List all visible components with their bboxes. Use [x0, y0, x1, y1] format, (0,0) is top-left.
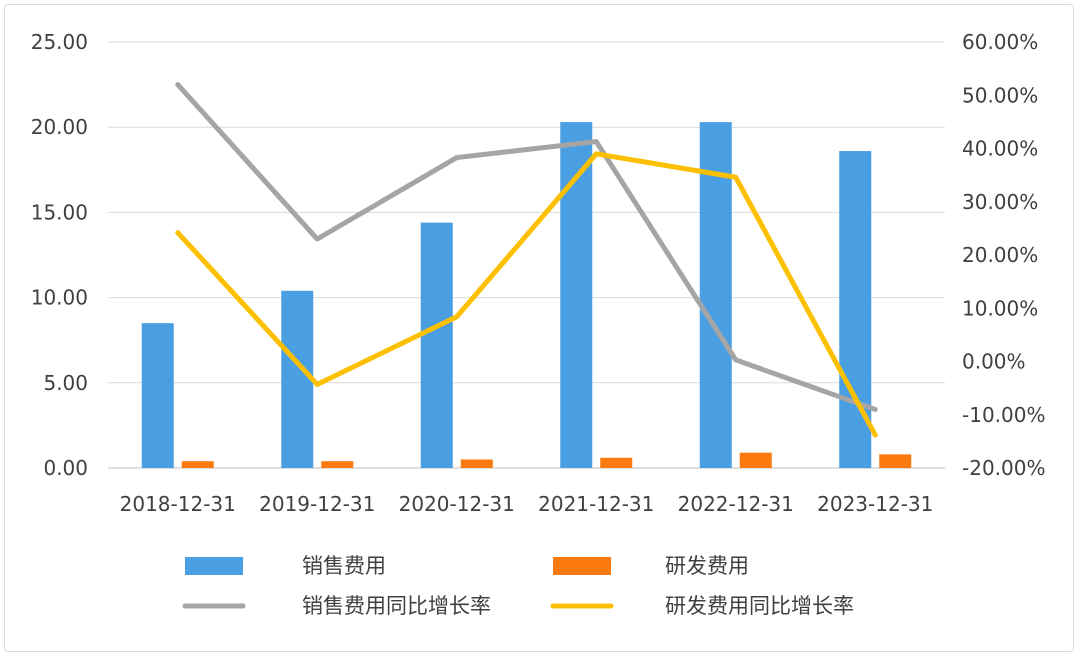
sales-expense-bar: [141, 323, 174, 468]
legend-sales-expense-label: 销售费用: [302, 554, 386, 578]
rd-expense-bar: [879, 454, 912, 468]
rd-growth-line: [175, 151, 878, 438]
x-axis-tick-label: 2021-12-31: [538, 492, 654, 516]
legend-rd-expense-label: 研发费用: [665, 554, 749, 578]
sales-expense-bar: [420, 222, 453, 468]
right-axis-tick-label: 0.00%: [962, 350, 1026, 374]
x-axis-tick-label: 2018-12-31: [120, 492, 236, 516]
legend-sales-growth-label: 销售费用同比增长率: [302, 594, 491, 618]
right-axis-ticks: -20.00% -10.00% 0.00% 10.00% 20.00% 30.00% 40.…: [962, 30, 1045, 480]
rd-expense-bar: [600, 457, 633, 468]
left-axis-tick-label: 15.00: [31, 200, 88, 224]
left-axis-tick-label: 5.00: [43, 371, 88, 395]
rd-expense-bar: [739, 452, 772, 468]
legend-sales-expense-swatch: [185, 557, 243, 575]
right-axis-tick-label: -20.00%: [962, 456, 1045, 480]
left-axis-tick-label: 10.00: [31, 286, 88, 310]
x-axis-tick-label: 2022-12-31: [678, 492, 794, 516]
sales-expense-bar: [699, 122, 732, 468]
x-axis-tick-label: 2019-12-31: [259, 492, 375, 516]
right-axis-tick-label: 40.00%: [962, 137, 1038, 161]
left-axis-ticks: 0.00 5.00 10.00 15.00 20.00 25.00: [31, 30, 88, 480]
right-axis-tick-label: 20.00%: [962, 243, 1038, 267]
left-axis-tick-label: 25.00: [31, 30, 88, 54]
chart-frame: [4, 4, 1074, 652]
x-axis-tick-label: 2023-12-31: [817, 492, 933, 516]
right-axis-tick-label: 30.00%: [962, 190, 1038, 214]
right-axis-tick-label: -10.00%: [962, 403, 1045, 427]
bar-series: [141, 122, 912, 468]
left-axis-tick-label: 0.00: [43, 456, 88, 480]
right-axis-tick-label: 10.00%: [962, 296, 1038, 320]
left-axis-tick-label: 20.00: [31, 115, 88, 139]
right-axis-tick-label: 60.00%: [962, 30, 1038, 54]
rd-expense-bar: [181, 461, 214, 468]
right-axis-tick-label: 50.00%: [962, 83, 1038, 107]
sales-expense-bar: [281, 290, 314, 468]
rd-expense-bar: [460, 459, 493, 468]
x-axis-tick-label: 2020-12-31: [399, 492, 515, 516]
gridlines: [108, 41, 945, 469]
rd-expense-bar: [321, 461, 354, 468]
legend-rd-growth-label: 研发费用同比增长率: [665, 594, 854, 618]
legend-rd-expense-swatch: [553, 557, 611, 575]
x-axis-ticks: 2018-12-31 2019-12-31 2020-12-31 2021-12-31…: [120, 492, 934, 516]
sales-growth-line: [175, 82, 878, 412]
line-series: [175, 82, 878, 438]
